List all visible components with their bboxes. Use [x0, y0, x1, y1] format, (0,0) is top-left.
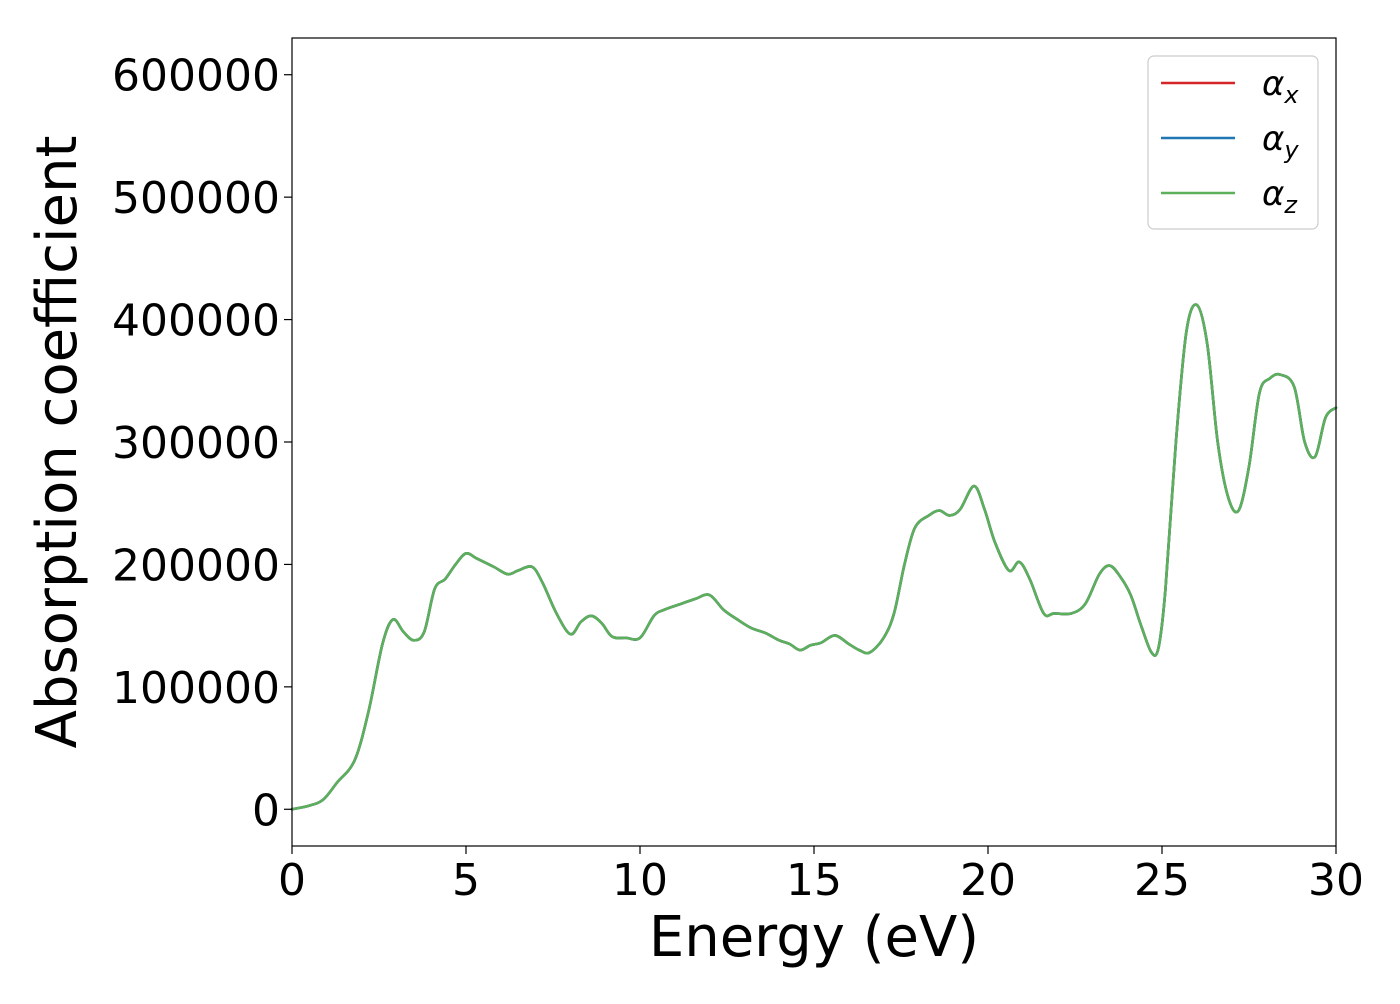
legend-box	[1147, 55, 1319, 230]
y-tick-label: 600000	[112, 51, 280, 102]
y-tick-label: 100000	[112, 663, 280, 714]
y-tick-label: 0	[252, 785, 280, 836]
x-tick-label: 20	[960, 855, 1016, 906]
x-tick-label: 0	[278, 855, 306, 906]
legend: αx αy αz	[1147, 55, 1319, 230]
legend-entries: αx αy αz	[1161, 64, 1299, 219]
legend-label: αz	[1262, 174, 1298, 219]
x-tick-label: 10	[612, 855, 668, 906]
x-axis-ticks: 0 5 10 15 20 25 30	[278, 846, 1364, 906]
y-tick-label: 200000	[112, 540, 280, 591]
legend-label: αx	[1262, 64, 1299, 109]
x-tick-label: 25	[1134, 855, 1190, 906]
y-tick-label: 500000	[112, 173, 280, 224]
x-tick-label: 15	[786, 855, 842, 906]
series-line-az	[290, 303, 1338, 811]
series-line-ay	[290, 303, 1338, 811]
y-axis-ticks: 0 100000 200000 300000 400000 500000 600000	[112, 51, 292, 836]
x-tick-label: 30	[1308, 855, 1364, 906]
y-axis-title: Absorption coefficient	[25, 136, 90, 749]
legend-label: αy	[1262, 119, 1299, 164]
series-layer	[290, 303, 1338, 811]
y-tick-label: 300000	[112, 418, 280, 469]
x-axis-title: Energy (eV)	[649, 905, 979, 970]
x-tick-label: 5	[452, 855, 480, 906]
y-tick-label: 400000	[112, 296, 280, 347]
series-line-ax	[290, 303, 1338, 811]
